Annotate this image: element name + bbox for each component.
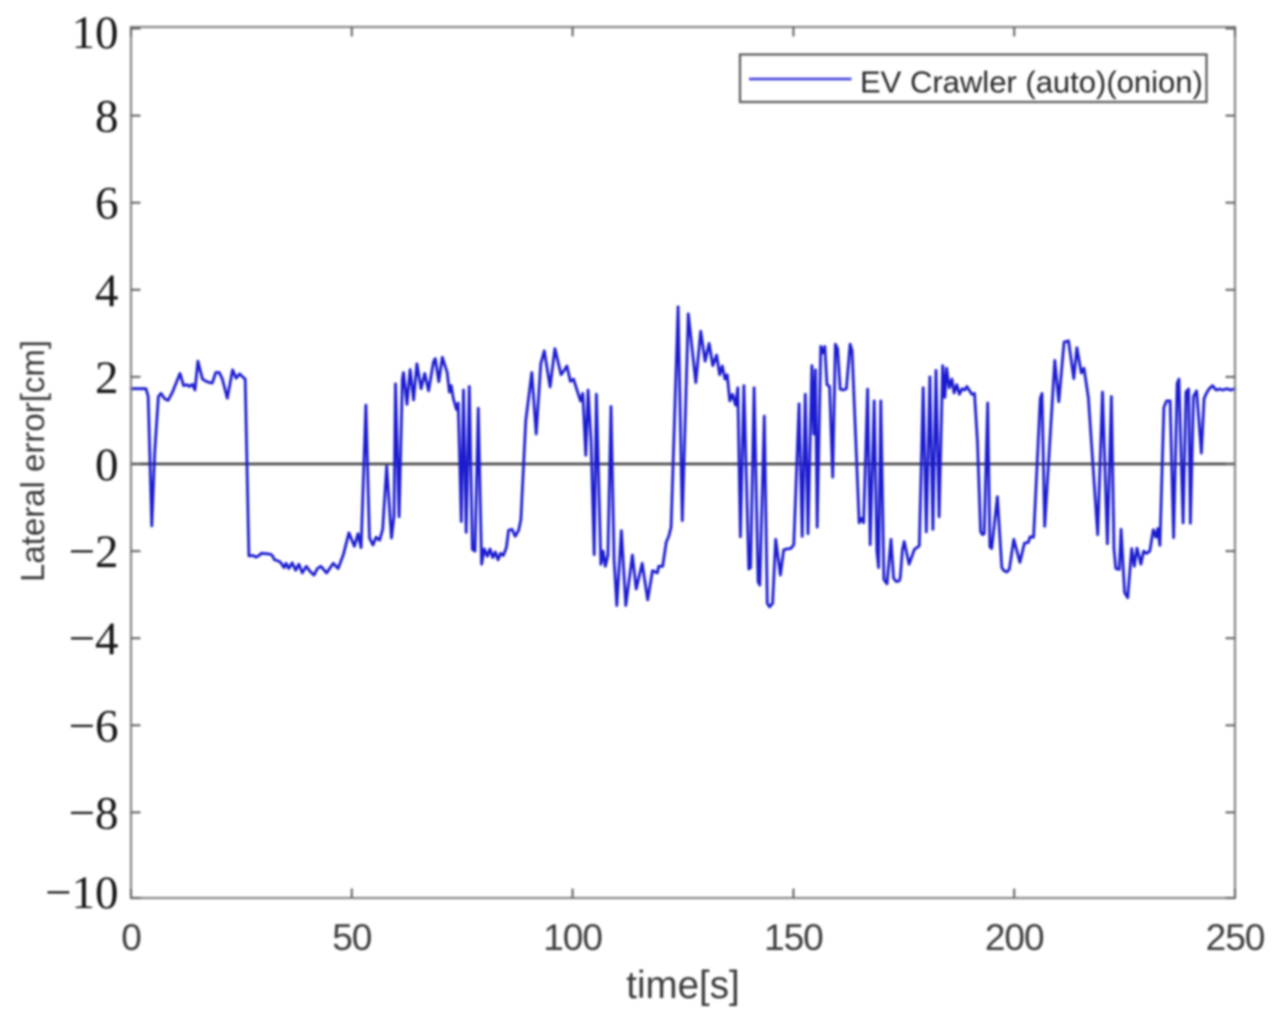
svg-text:50: 50 — [332, 917, 372, 958]
svg-text:100: 100 — [543, 917, 602, 958]
svg-text:EV Crawler (auto)(onion): EV Crawler (auto)(onion) — [860, 65, 1203, 100]
svg-text:0: 0 — [95, 439, 119, 491]
svg-text:−6: −6 — [68, 700, 118, 752]
svg-text:150: 150 — [764, 917, 823, 958]
svg-text:6: 6 — [95, 178, 119, 230]
svg-text:−2: −2 — [68, 526, 118, 578]
svg-text:8: 8 — [95, 91, 119, 143]
svg-text:−8: −8 — [68, 787, 118, 839]
svg-text:time[s]: time[s] — [626, 964, 739, 1007]
svg-text:0: 0 — [121, 917, 141, 958]
svg-text:4: 4 — [95, 265, 119, 317]
svg-text:Lateral error[cm]: Lateral error[cm] — [14, 340, 51, 582]
svg-text:−10: −10 — [45, 867, 119, 919]
svg-text:200: 200 — [985, 917, 1044, 958]
svg-text:−4: −4 — [68, 613, 118, 665]
svg-text:250: 250 — [1206, 917, 1265, 958]
svg-text:2: 2 — [95, 352, 119, 404]
svg-text:10: 10 — [72, 7, 119, 59]
